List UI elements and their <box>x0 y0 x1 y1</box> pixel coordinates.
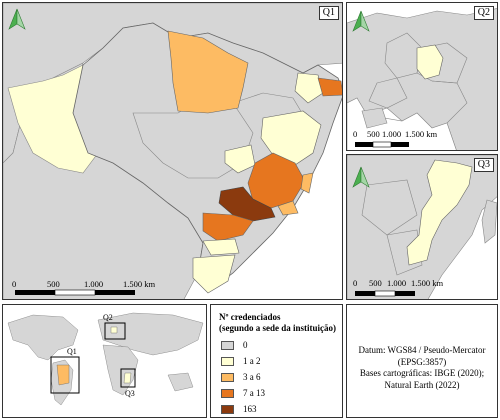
credits-line: Bases cartográficas: IBGE (2020); <box>359 368 485 378</box>
q3-label: Q3 <box>473 158 494 172</box>
region-mozambique <box>406 159 473 266</box>
region-ceara <box>294 72 324 104</box>
extent-box-q1 <box>50 356 80 394</box>
legend-swatch <box>221 357 234 366</box>
scale-label: 1.000 <box>387 278 407 288</box>
q1-label: Q1 <box>318 6 339 20</box>
credits-line: Natural Earth (2022) <box>384 379 460 390</box>
scale-label: 1.000 <box>84 279 104 289</box>
legend-swatch <box>221 373 234 382</box>
overview-canvas <box>7 312 204 406</box>
north-america <box>7 314 79 361</box>
north-arrow-icon <box>8 8 26 30</box>
north-arrow-icon <box>352 166 370 188</box>
extent-box-q3 <box>120 368 136 388</box>
scale-label: 1.500 km <box>405 129 438 139</box>
region-parana <box>202 212 254 242</box>
north-arrow-icon <box>352 10 370 32</box>
q2-label: Q2 <box>473 6 494 20</box>
scale-label: 1.500 km <box>123 279 156 289</box>
region-goias <box>224 144 256 174</box>
overview-label-q3: Q3 <box>125 389 135 398</box>
legend-title: Nº credenciados (segundo a sede da insti… <box>219 312 336 334</box>
map-panel-q3: Q3 0 500 1.000 1.500 km <box>346 154 498 300</box>
q3-map-canvas <box>347 155 497 299</box>
australia <box>167 372 194 392</box>
credits-line: (EPSG:3857) <box>397 356 447 367</box>
legend-label: 3 a 6 <box>243 372 261 382</box>
map-panel-q1: Q1 0 500 1.000 1.500 km <box>2 2 343 300</box>
region-pernambuco <box>317 77 342 97</box>
region-rs <box>192 254 236 294</box>
extent-box-q2 <box>104 322 126 340</box>
legend-label: 7 a 13 <box>243 388 265 398</box>
scale-label: 0 <box>12 279 17 289</box>
scale-label: 0 <box>353 278 358 288</box>
q1-scale-labels: 0 500 1.000 1.500 km <box>3 279 342 291</box>
scale-bar <box>15 289 135 296</box>
overview-label-q2: Q2 <box>103 313 113 322</box>
overview-label-q1: Q1 <box>67 347 77 356</box>
scale-label: 0 <box>353 129 358 139</box>
region-bahia <box>260 110 322 166</box>
legend-panel: Nº credenciados (segundo a sede da insti… <box>210 304 343 418</box>
legend-swatch <box>221 341 234 350</box>
q1-map-canvas <box>3 3 342 299</box>
legend-swatch <box>221 405 234 414</box>
region-rj <box>277 200 299 216</box>
region-sao-paulo <box>218 186 276 222</box>
legend-title-line1: Nº credenciados <box>219 312 281 322</box>
legend-label: 0 <box>243 340 248 350</box>
scale-label: 500 <box>369 278 382 288</box>
credits-line: Datum: WGS84 / Pseudo-Mercator <box>358 345 486 355</box>
legend-title-line2: (segundo a sede da instituição) <box>219 323 337 333</box>
region-para <box>167 30 249 114</box>
region-germany <box>416 44 444 80</box>
credits-panel: Datum: WGS84 / Pseudo-Mercator (EPSG:385… <box>346 304 498 418</box>
legend-label: 1 a 2 <box>243 356 261 366</box>
scale-label: 500 <box>47 279 60 289</box>
legend-label: 163 <box>243 404 257 414</box>
q3-scale-labels: 0 500 1.000 1.500 km <box>347 278 497 290</box>
scale-bar <box>355 290 415 297</box>
q2-map-canvas <box>347 8 497 150</box>
scale-label: 1.000 <box>382 129 402 139</box>
scale-label: 1.500 km <box>411 278 444 288</box>
overview-world-map: Q1 Q2 Q3 <box>2 304 207 418</box>
scale-bar <box>355 141 409 148</box>
legend-swatch <box>221 389 234 398</box>
map-panel-q2: Q2 0 500 1.000 1.500 km <box>346 2 498 151</box>
scale-label: 500 <box>367 129 380 139</box>
region-sc <box>202 238 240 256</box>
q2-scale-labels: 0 500 1.000 1.500 km <box>347 129 497 141</box>
credits-text: Datum: WGS84 / Pseudo-Mercator (EPSG:385… <box>347 345 497 391</box>
region-es <box>300 172 314 194</box>
